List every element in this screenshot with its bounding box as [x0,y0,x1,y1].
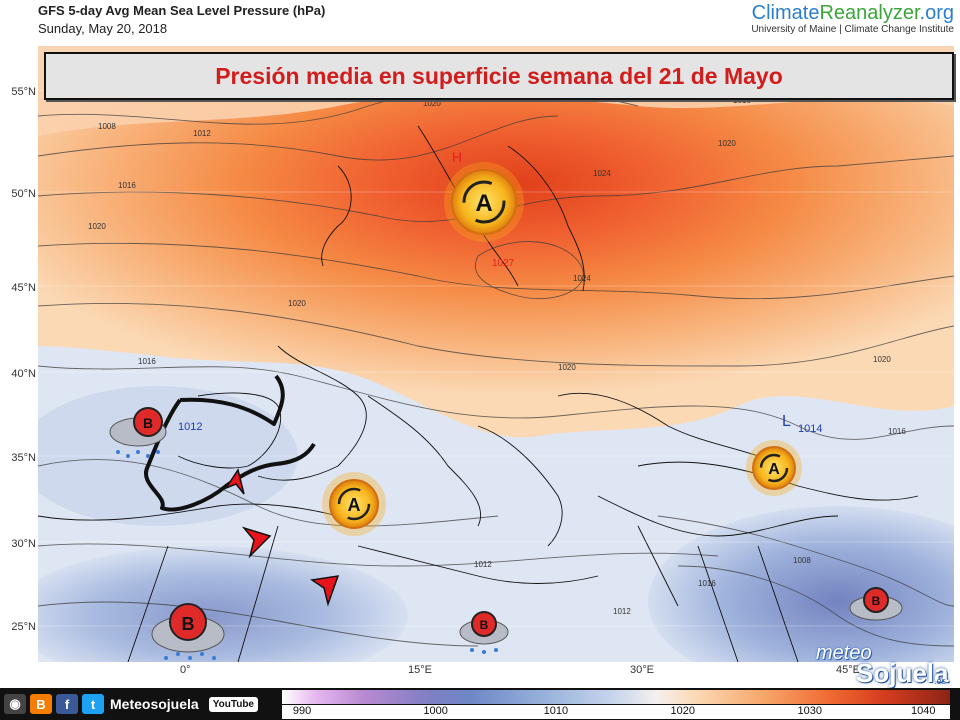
low-pressure-symbol[interactable]: B [459,611,509,654]
colorbar-label: 990 [292,705,312,717]
low-pressure-symbol[interactable]: B [849,587,903,621]
isobar-label: 1012 [613,607,631,616]
high-pressure-field [38,86,954,438]
pressure-map[interactable]: 1008 1012 1016 1020 1020 1024 1016 1020 … [38,46,954,662]
center-value-label: 1012 [178,421,202,433]
twitter-icon[interactable]: t [82,694,104,714]
brand-subtitle: University of Maine | Climate Change Ins… [751,24,954,35]
lat-label-45: 45°N [11,282,36,294]
lat-label-35: 35°N [11,452,36,464]
high-letter: A [348,495,361,515]
banner-text: Presión media en superficie semana del 2… [215,63,783,89]
watermark-logo: meteo Sojuela .es [816,642,949,688]
lat-label-55: 55°N [11,86,36,98]
social-links: ◉ B f t Meteosojuela YouTube [4,692,258,716]
lat-label-40: 40°N [11,368,36,380]
title-banner: Presión media en superficie semana del 2… [44,52,954,100]
social-handle[interactable]: Meteosojuela [110,696,199,712]
isobar-label: 1020 [423,99,441,108]
map-date: Sunday, May 20, 2018 [38,21,168,36]
isobar-label: 1008 [98,122,116,131]
high-pressure-symbol[interactable]: A [444,162,524,242]
map-title: GFS 5-day Avg Mean Sea Level Pressure (h… [38,3,326,18]
low-letter: B [143,415,153,431]
colorbar-label: 1000 [423,705,448,717]
low-letter: B [872,594,881,608]
isobar-label: 1020 [88,222,106,231]
low-field-southwest [38,546,408,662]
low-pressure-symbol[interactable]: B [151,603,225,660]
camera-icon[interactable]: ◉ [4,694,26,714]
high-pressure-symbol[interactable]: A [322,472,386,536]
center-type-label: L [782,413,791,430]
center-value-label: 1014 [798,423,822,435]
colorbar-label: 1010 [543,705,569,717]
isobar-label: 1016 [118,181,136,190]
colorbar-label: 1020 [670,705,696,717]
colorbar-labels: 990 1000 1010 1020 1030 1040 [282,705,950,719]
isobar-label: 1016 [138,357,156,366]
isobar-label: 1020 [873,355,891,364]
lat-label-25: 25°N [11,621,36,633]
low-pressure-symbol[interactable]: B [109,407,167,458]
colorbar-label: 1030 [797,705,822,717]
lon-label-0: 0° [180,664,191,676]
wind-arrow [224,468,245,495]
coastlines [38,125,919,662]
region-outline [144,374,316,512]
isobar-label: 1024 [573,274,591,283]
isobar-label: 1020 [718,139,736,148]
high-pressure-symbol[interactable]: A [746,440,802,496]
facebook-icon[interactable]: f [56,694,78,714]
brand-logo[interactable]: ClimateReanalyzer.org University of Main… [751,2,954,35]
header: GFS 5-day Avg Mean Sea Level Pressure (h… [0,0,960,44]
isobar-labels: 1008 1012 1016 1020 1020 1024 1016 1020 … [88,96,906,616]
isobar-label: 1020 [558,363,576,372]
wind-arrow [309,575,340,607]
high-letter: A [768,461,780,478]
colorbar-label: 1040 [911,705,936,717]
lon-label-45e: 45°E [836,664,860,676]
wind-arrow [241,526,272,559]
isobar-label: 1016 [733,96,751,105]
blogger-icon[interactable]: B [30,694,52,714]
high-letter: A [475,190,492,217]
low-letter: B [182,614,195,634]
isobar-label: 1024 [593,169,611,178]
low-letter: B [480,618,489,632]
youtube-icon[interactable]: YouTube [208,696,258,712]
wind-arrows [224,468,340,607]
isobar-label: 1008 [793,556,811,565]
lon-label-15e: 15°E [408,664,432,676]
isobar-label: 1016 [698,579,716,588]
lon-label-30e: 30°E [630,664,654,676]
isobar-label: 1012 [474,560,492,569]
isobar-label: 1012 [193,129,211,138]
lat-label-30: 30°N [11,538,36,550]
lat-label-50: 50°N [11,188,36,200]
isobar-label: 1016 [888,427,906,436]
pressure-colorbar [282,690,950,704]
center-type-label: H [452,149,462,165]
center-value-label: 1027 [492,258,515,269]
pressure-center-labels: H 1027 L 1014 1012 [178,149,822,435]
brand-name: ClimateReanalyzer.org [751,2,954,24]
isobar-label: 1020 [288,299,306,308]
